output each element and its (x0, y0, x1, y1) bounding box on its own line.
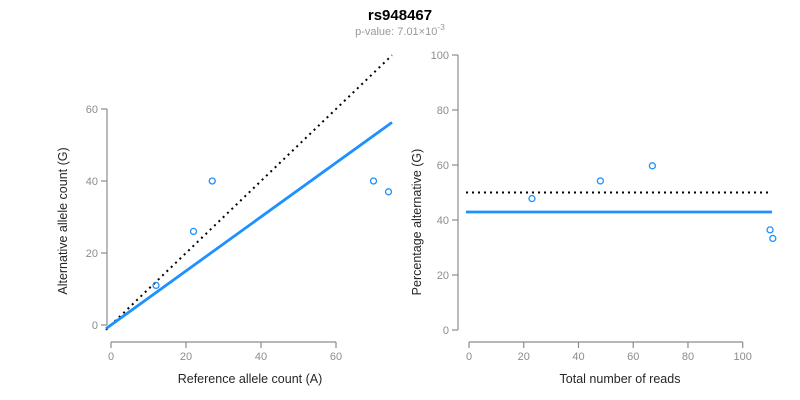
y-tick-label: 20 (86, 248, 98, 260)
y-tick-label: 0 (443, 325, 449, 337)
left-scatter-panel: Reference allele count (A) Alternative a… (56, 54, 393, 386)
y-tick-label: 60 (437, 160, 449, 172)
x-tick-label: 40 (255, 351, 267, 363)
data-point (384, 188, 393, 196)
data-point (208, 177, 216, 185)
x-tick-label: 60 (330, 351, 342, 363)
x-tick-label: 20 (180, 351, 192, 363)
right-y-axis-label: Percentage alternative (G) (410, 149, 424, 296)
subtitle-pvalue-text: p-value: 7.01×10 (355, 26, 437, 38)
x-tick-label: 20 (518, 351, 530, 363)
right-x-axis-label: Total number of reads (560, 372, 681, 386)
left-y-axis-label: Alternative allele count (G) (56, 147, 70, 294)
fit-line (105, 121, 393, 330)
left-x-axis-label: Reference allele count (A) (178, 372, 323, 386)
x-tick-label: 0 (108, 351, 114, 363)
data-point (769, 234, 777, 243)
y-tick-label: 80 (437, 105, 449, 117)
x-tick-label: 100 (734, 351, 752, 363)
right-scatter-panel: Total number of reads Percentage alterna… (410, 50, 777, 386)
x-tick-label: 80 (682, 351, 694, 363)
data-point (766, 226, 774, 234)
y-tick-label: 20 (437, 270, 449, 282)
data-point (189, 227, 198, 236)
y-tick-label: 60 (86, 104, 98, 116)
data-point (369, 177, 378, 185)
y-tick-label: 100 (431, 50, 449, 62)
y-tick-label: 40 (437, 215, 449, 227)
data-point (528, 194, 536, 203)
x-tick-label: 60 (627, 351, 639, 363)
x-tick-label: 40 (572, 351, 584, 363)
y-tick-label: 40 (86, 176, 98, 188)
y-tick-label: 0 (92, 320, 98, 332)
figure-subtitle: p-value: 7.01×10-3 (355, 22, 445, 38)
identity-line (105, 54, 393, 331)
data-point (648, 162, 657, 170)
data-point (152, 281, 160, 290)
data-point (596, 177, 605, 185)
x-tick-label: 0 (466, 351, 472, 363)
figure-title: rs948467 (368, 7, 432, 24)
subtitle-pvalue-exponent: -3 (437, 22, 445, 32)
